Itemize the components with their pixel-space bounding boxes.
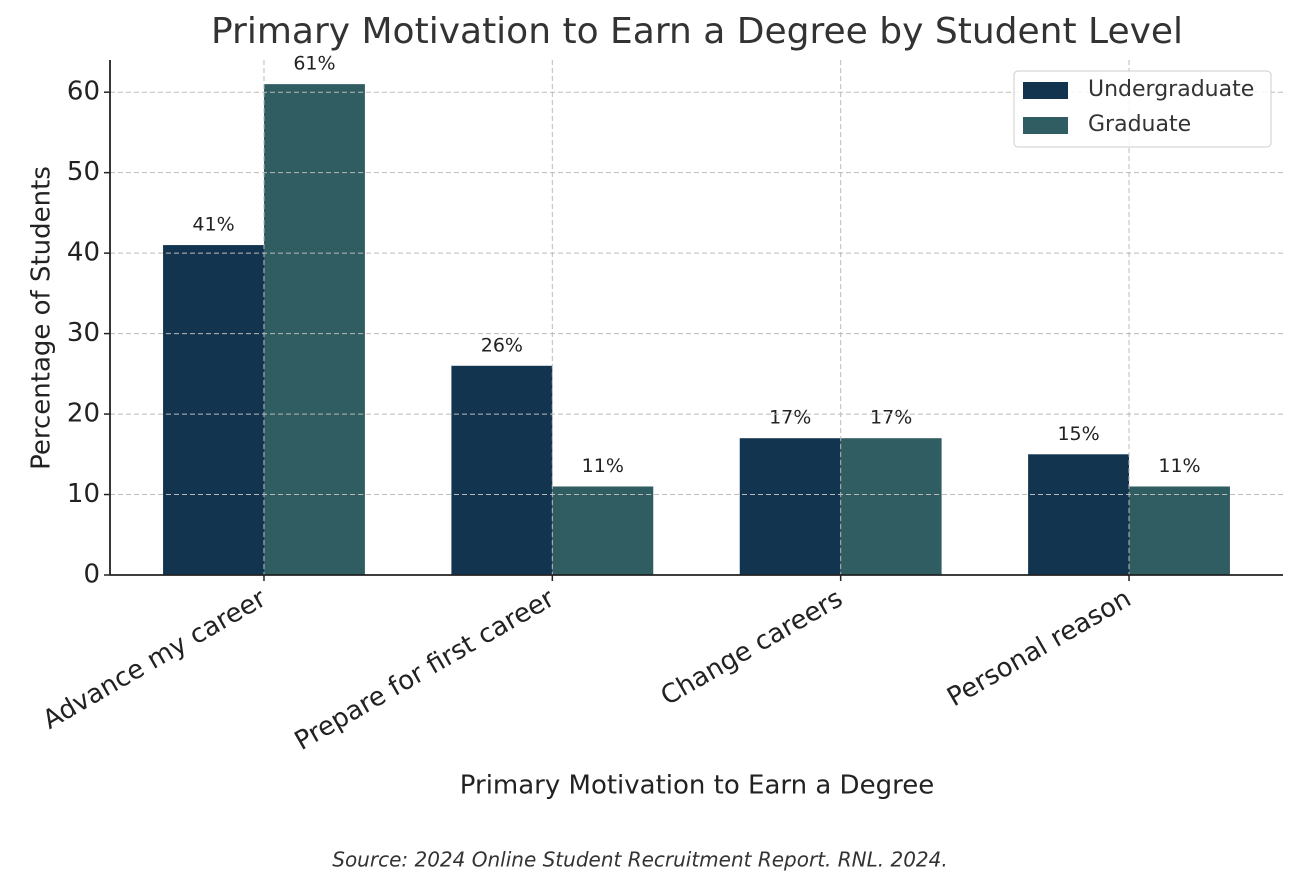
value-label: 17% [870, 407, 912, 429]
source-note: Source: 2024 Online Student Recruitment … [332, 848, 947, 872]
x-tick-label: Prepare for first career [290, 583, 560, 756]
x-tick-label: Personal reason [942, 584, 1136, 713]
value-label: 15% [1057, 423, 1099, 445]
bar [451, 365, 553, 575]
legend-swatch [1023, 82, 1068, 99]
x-tick-label: Advance my career [38, 583, 272, 735]
chart-title: Primary Motivation to Earn a Degree by S… [211, 11, 1183, 52]
legend-label: Graduate [1088, 112, 1191, 137]
bar [552, 486, 654, 575]
y-tick-label: 40 [67, 238, 100, 268]
y-tick-label: 10 [67, 479, 100, 509]
bar [1028, 454, 1130, 575]
y-tick-label: 20 [67, 399, 100, 429]
bar [840, 438, 942, 575]
value-label: 17% [769, 407, 811, 429]
value-label: 11% [582, 455, 624, 477]
legend-box [1013, 70, 1272, 148]
y-tick-label: 60 [67, 77, 100, 107]
value-label: 41% [192, 214, 234, 236]
y-tick-label: 30 [67, 318, 100, 348]
bar [1129, 486, 1230, 575]
x-axis-label: Primary Motivation to Earn a Degree [460, 771, 934, 801]
x-tick-label: Change careers [656, 584, 848, 712]
y-tick-label: 0 [83, 560, 100, 590]
bar [739, 438, 841, 575]
y-tick-label: 50 [67, 157, 100, 187]
legend-label: Undergraduate [1088, 77, 1254, 102]
legend-swatch [1023, 117, 1068, 134]
value-label: 61% [293, 53, 335, 75]
y-axis-label: Percentage of Students [27, 166, 57, 470]
bar [263, 84, 365, 575]
value-label: 11% [1158, 455, 1200, 477]
bar [163, 245, 264, 575]
value-label: 26% [481, 334, 523, 356]
